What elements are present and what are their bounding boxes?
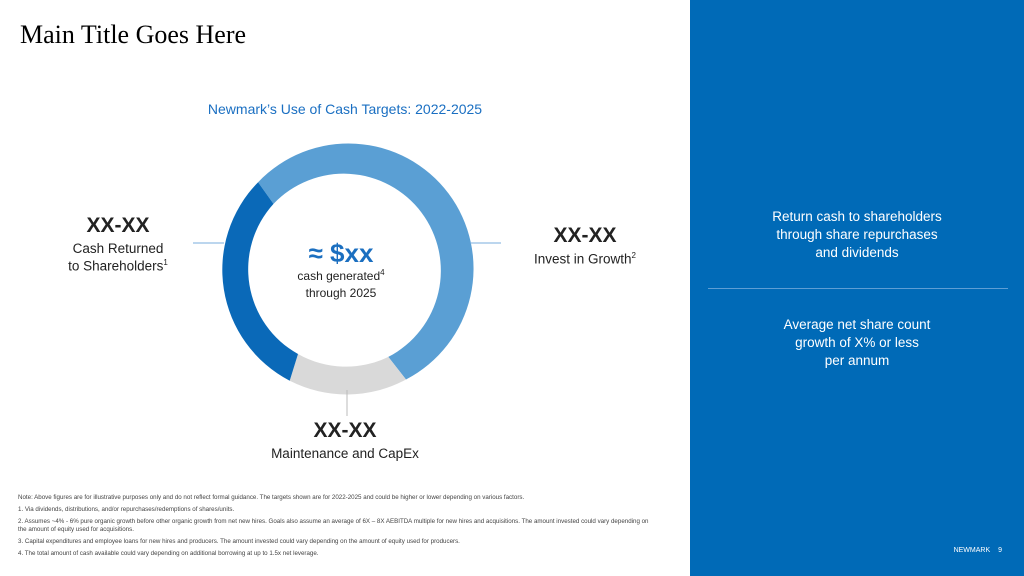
page-number: 9 bbox=[998, 547, 1002, 554]
cash-returned-line2: to Shareholders1 bbox=[68, 258, 168, 274]
footer-brand: NEWMARK bbox=[953, 547, 991, 554]
cash-generated-period: through 2025 bbox=[305, 286, 377, 300]
panel-block2-line1: Average net share count bbox=[783, 317, 931, 332]
cash-returned-line1: Cash Returned bbox=[72, 241, 164, 256]
cash-generated-value: ≈ $xx bbox=[308, 238, 374, 268]
donut-segment-growth bbox=[258, 143, 474, 380]
footnote-note: Note: Above figures are for illustrative… bbox=[18, 494, 525, 501]
label-cash-returned: XX-XX Cash Returned to Shareholders1 bbox=[38, 214, 198, 274]
panel-block-return-cash: Return cash to shareholders through shar… bbox=[690, 208, 1024, 262]
panel-block2-line2: growth of X% or less bbox=[795, 335, 919, 350]
cash-generated-label: cash generated4 bbox=[297, 268, 385, 283]
maintenance-value: XX-XX bbox=[313, 419, 377, 442]
cash-returned-value: XX-XX bbox=[86, 214, 150, 237]
invest-growth-value: XX-XX bbox=[553, 224, 617, 247]
slide-footer: NEWMARK 9 bbox=[948, 547, 1002, 554]
page-title: Main Title Goes Here bbox=[20, 20, 247, 49]
panel-block-share-count: Average net share count growth of X% or … bbox=[690, 316, 1024, 370]
footnote-1: 1. Via dividends, distributions, and/or … bbox=[18, 506, 235, 514]
footnote-4: 4. The total amount of cash available co… bbox=[18, 550, 319, 558]
footnotes: Note: Above figures are for illustrative… bbox=[18, 494, 658, 562]
maintenance-line1: Maintenance and CapEx bbox=[271, 446, 419, 461]
panel-block2-line3: per annum bbox=[824, 353, 890, 368]
panel-block1-line1: Return cash to shareholders bbox=[772, 209, 942, 224]
panel-block1-line2: through share repurchases bbox=[776, 227, 938, 242]
footnote-2: 2. Assumes ~4% - 6% pure organic growth … bbox=[18, 518, 649, 534]
invest-growth-line1: Invest in Growth2 bbox=[534, 251, 636, 267]
donut-segment-cash-returned bbox=[222, 182, 298, 381]
panel-block1-line3: and dividends bbox=[815, 245, 899, 260]
side-panel: Return cash to shareholders through shar… bbox=[690, 0, 1024, 576]
use-of-cash-donut bbox=[193, 143, 501, 416]
donut-segment-maintenance bbox=[289, 354, 406, 395]
panel-divider bbox=[708, 288, 1008, 289]
chart-subtitle: Newmark’s Use of Cash Targets: 2022-2025 bbox=[207, 101, 483, 117]
label-invest-growth: XX-XX Invest in Growth2 bbox=[510, 224, 660, 267]
footnote-3: 3. Capital expenditures and employee loa… bbox=[18, 538, 460, 546]
label-maintenance: XX-XX Maintenance and CapEx bbox=[245, 419, 445, 461]
